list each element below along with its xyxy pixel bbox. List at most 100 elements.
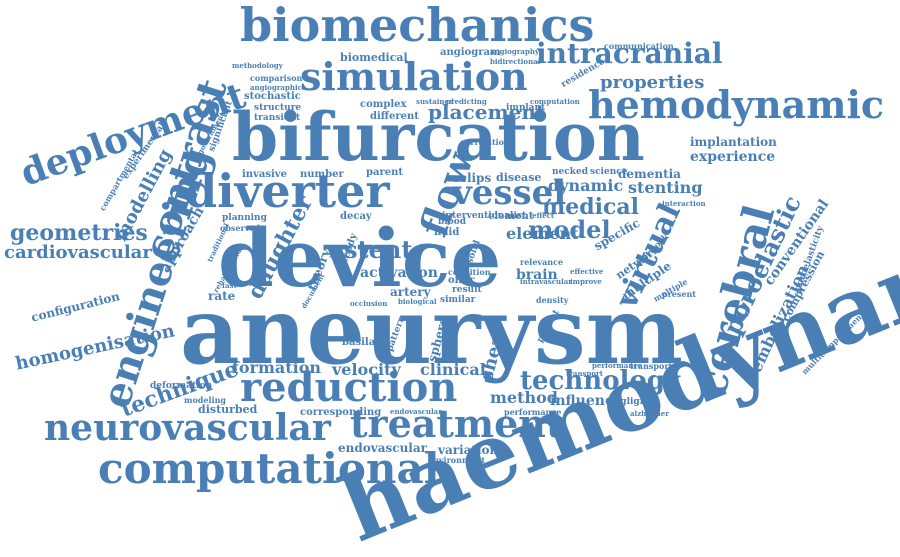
word-rate: activation [360, 265, 438, 281]
word-sustained: sustained [416, 97, 454, 106]
word-medical: medical [542, 194, 640, 220]
word-offer: offer [448, 275, 475, 286]
word-placement: placement [428, 100, 546, 124]
word-deformation: deformation [150, 381, 213, 391]
word-angiogram: angiogram [440, 47, 501, 58]
word-predicting: predicting [446, 97, 487, 106]
word-modeling: performance [592, 361, 643, 370]
word-stenting: stenting [628, 178, 703, 197]
word-bidirectional: bidirectional [490, 57, 541, 66]
word-result: result [452, 285, 482, 295]
word-decay: decay [340, 211, 372, 222]
word-disease: disease [496, 171, 542, 184]
word-study: blood [438, 217, 467, 227]
word-biomedical: biomedical [340, 51, 408, 64]
word-dynamic: dynamic [548, 176, 624, 195]
word-science: science [590, 167, 628, 177]
word-simulation: simulation [300, 54, 528, 99]
word-planning: planning [222, 213, 267, 223]
word-computation: computation [530, 97, 580, 106]
word-structure: structure [254, 103, 302, 113]
word-transport: transport [630, 361, 673, 371]
word-artery: artery [390, 285, 431, 299]
word-accurate: effect [532, 211, 555, 220]
word-neurovascular: neurovascular [44, 407, 331, 449]
word-postnotes: present [662, 289, 697, 299]
word-communication: communication [604, 41, 674, 51]
word-activation: rate [208, 289, 236, 303]
word-bifurcation: bifurcation [232, 98, 645, 176]
word-interaction: endovascular [338, 441, 427, 455]
word-eclips: eclips [452, 171, 492, 185]
word-similar: similar [440, 295, 476, 305]
word-aneurysm: aneurysm [180, 277, 683, 385]
word-stent: stent [344, 235, 413, 264]
word-velocity: velocity [332, 360, 401, 379]
word-influence: influence [550, 393, 623, 409]
word-condition: interaction [662, 199, 706, 208]
word-invasive: invasive [242, 169, 287, 180]
word-intracranial: intracranial [536, 37, 723, 70]
word-cardiovascular: cardiovascular [4, 242, 152, 263]
word-diverter: diverter [185, 164, 390, 218]
word-angiography: angiography [490, 47, 540, 56]
word-technology: technology [520, 366, 681, 396]
word-element: element [488, 211, 534, 222]
word-correlation: correlation [460, 137, 510, 147]
word-negligible: negligible [608, 397, 659, 407]
word-necked: necked [552, 167, 589, 177]
word-fluid: element [506, 224, 579, 243]
word-effective: effective [570, 267, 604, 276]
word-number: number [300, 169, 344, 180]
word-geometries: geometries [10, 220, 148, 246]
word-model: model [528, 215, 611, 244]
word-different: different [370, 111, 419, 122]
word-interventionalist: environment [428, 455, 486, 465]
word-corresponding: modeling [184, 395, 226, 405]
word-clinical: clinical [420, 360, 486, 379]
word-hemodynamic: hemodynamic [588, 82, 885, 127]
word-comparison: comparison [250, 73, 303, 83]
word-complex: complex [360, 99, 407, 110]
word-relevance: relevance [520, 257, 564, 267]
word-implant: implant [506, 103, 546, 113]
word-performance: performance [504, 407, 562, 417]
word-method: method [490, 388, 558, 407]
word-formation: formation [232, 358, 322, 377]
word-implantation: implantation [690, 135, 777, 149]
word-methodology: methodology [232, 61, 283, 70]
word-observed: observed [220, 223, 261, 233]
word-solid: condition [448, 267, 491, 277]
word-reduction: reduction [240, 364, 458, 411]
word-environment: endovascular [390, 407, 442, 416]
word-angiographic: angiographic [250, 83, 302, 92]
word-matrix: occlusion [350, 299, 388, 308]
word-blood: fluid [434, 227, 460, 238]
word-properties: properties [600, 72, 705, 93]
word-effect: interventionalist [442, 211, 527, 221]
word-configuration: configuration [29, 289, 122, 325]
word-dementia: dementia [618, 167, 681, 181]
word-alzheimer: variation [438, 443, 499, 457]
word-parent: parent [366, 167, 403, 178]
word-intravascular: alzheimer [630, 409, 669, 418]
word-treatment: treatment [350, 401, 564, 446]
word-vessel: vessel [452, 173, 567, 213]
word-brain: brain [516, 267, 558, 283]
word-experience: experience [690, 149, 776, 165]
word-sphere: basilar [342, 337, 381, 348]
word-traditional: fast [222, 281, 237, 290]
word-improve: improve [570, 277, 602, 286]
word-density: density [536, 295, 569, 305]
word-biomechanics: biomechanics [240, 0, 595, 52]
word-endovascular: disturbed [198, 403, 258, 416]
word-variation: corresponding [300, 407, 382, 418]
word-computational: computational [98, 444, 440, 493]
word-internal: intravascular [520, 277, 572, 286]
word-stochastic: stochastic [244, 91, 301, 102]
word-disturbed: transport [566, 369, 603, 378]
word-transient: transient [254, 113, 301, 123]
word-whuss: biological [398, 297, 437, 306]
word-device: device [218, 211, 502, 305]
